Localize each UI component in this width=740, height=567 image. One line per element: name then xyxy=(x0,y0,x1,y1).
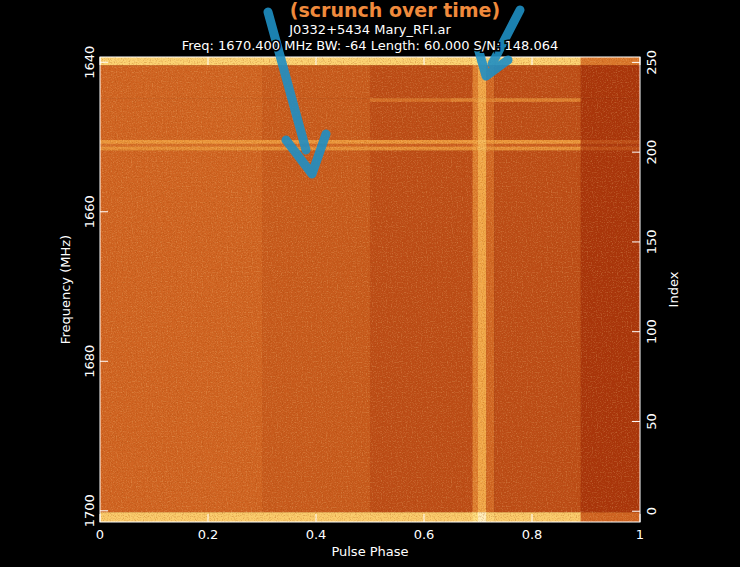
chart: 0 0.2 0.4 0.6 0.8 1 Pulse Phase 1640 1660 1680 170… xyxy=(0,0,740,567)
heatmap-cells xyxy=(100,57,640,522)
x-tick xyxy=(640,57,641,65)
y2-tick xyxy=(632,152,640,153)
y-tick xyxy=(100,510,108,511)
x-tick xyxy=(100,57,101,65)
x-tick xyxy=(316,514,317,522)
y-tick xyxy=(100,361,108,362)
y2-tick-label: 200 xyxy=(644,140,659,165)
x-tick-label: 0.6 xyxy=(414,527,435,542)
x-axis-title: Pulse Phase xyxy=(331,544,408,559)
y-tick xyxy=(100,62,108,63)
y-axis-title: Frequency (MHz) xyxy=(58,235,73,344)
x-tick-label: 0.4 xyxy=(306,527,327,542)
y-tick-label: 1660 xyxy=(82,195,97,228)
title: J0332+5434 Mary_RFI.ar xyxy=(288,22,451,37)
annotation: (scrunch over time) xyxy=(290,0,500,21)
y2-tick xyxy=(632,511,640,512)
x-tick xyxy=(424,514,425,522)
titles: (scrunch over time)J0332+5434 Mary_RFI.a… xyxy=(182,0,559,53)
arrows xyxy=(268,10,520,174)
x-tick-label: 0.8 xyxy=(522,527,543,542)
y2-tick xyxy=(632,241,640,242)
x-tick xyxy=(208,514,209,522)
x-tick-label: 0 xyxy=(96,527,104,542)
x-tick-label: 1 xyxy=(636,527,644,542)
y2-tick-label: 250 xyxy=(644,50,659,75)
axes: 0 0.2 0.4 0.6 0.8 1 Pulse Phase 1640 1660 1680 170… xyxy=(58,46,681,559)
x-tick xyxy=(208,57,209,65)
y-tick xyxy=(100,211,108,212)
grain-light-overlay xyxy=(100,57,640,522)
y2-tick-label: 150 xyxy=(644,230,659,255)
y2-tick-label: 100 xyxy=(644,319,659,344)
x-tick xyxy=(532,514,533,522)
y2-axis-title: Index xyxy=(666,271,681,307)
arrow-head xyxy=(286,134,326,174)
y-tick-label: 1680 xyxy=(82,345,97,378)
y2-tick xyxy=(632,331,640,332)
x-tick xyxy=(424,57,425,65)
y2-tick-label: 50 xyxy=(644,413,659,430)
plot-frame xyxy=(100,57,640,522)
subtitle: Freq: 1670.400 MHz BW: -64 Length: 60.00… xyxy=(182,38,559,53)
x-tick xyxy=(316,57,317,65)
background xyxy=(0,0,740,567)
y2-tick xyxy=(632,62,640,63)
y2-tick xyxy=(632,421,640,422)
y-tick-label: 1640 xyxy=(82,46,97,79)
x-tick xyxy=(532,57,533,65)
grain-dark-overlay xyxy=(100,57,640,522)
x-tick-label: 0.2 xyxy=(198,527,219,542)
x-tick xyxy=(100,514,101,522)
y-tick-label: 1700 xyxy=(82,494,97,527)
x-tick xyxy=(640,514,641,522)
y2-tick-label: 0 xyxy=(644,507,659,515)
